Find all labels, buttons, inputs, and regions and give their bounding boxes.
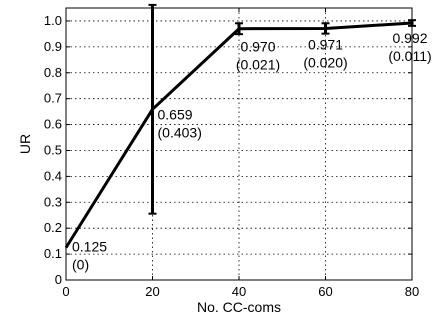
y-tick-label: 0.9 — [44, 39, 62, 54]
y-tick-label: 0.6 — [44, 117, 62, 132]
y-tick-label: 0.7 — [44, 91, 62, 106]
data-label-value: 0.971 — [308, 36, 343, 52]
series-line — [64, 21, 413, 249]
y-tick-label: 0.5 — [44, 142, 62, 157]
data-labels: 0.125 (0) 0.659 (0.403) 0.970 (0.021) 0.971 (0.… — [72, 30, 432, 273]
x-tick-label: 0 — [62, 284, 69, 299]
x-axis-label: No. CC-coms — [197, 299, 281, 315]
data-label-value: 0.125 — [72, 239, 107, 255]
x-ticks: 0 20 40 60 80 — [62, 8, 419, 299]
data-label-error: (0.011) — [388, 48, 431, 64]
data-label-error: (0.020) — [303, 54, 347, 70]
x-tick-label: 80 — [405, 284, 419, 299]
data-label-error: (0) — [72, 257, 89, 273]
data-label-value: 0.659 — [158, 106, 193, 122]
grid-lines — [66, 8, 412, 280]
data-label-error: (0.403) — [158, 124, 202, 140]
y-tick-label: 0.3 — [44, 194, 62, 209]
y-tick-label: 0 — [55, 272, 62, 287]
x-tick-label: 60 — [318, 284, 332, 299]
y-tick-label: 0.2 — [44, 220, 62, 235]
x-tick-label: 40 — [232, 284, 246, 299]
data-label-value: 0.970 — [240, 39, 275, 55]
y-tick-label: 0.4 — [44, 168, 62, 183]
data-label-error: (0.021) — [236, 57, 280, 73]
y-tick-label: 1.0 — [44, 13, 62, 28]
y-ticks: 0 0.1 0.2 0.3 0.4 0.5 0.6 0.7 0.8 0.9 1.0 — [44, 13, 412, 287]
y-axis-label: UR — [17, 134, 33, 154]
x-tick-label: 20 — [145, 284, 159, 299]
y-tick-label: 0.8 — [44, 65, 62, 80]
data-label-value: 0.992 — [392, 30, 427, 46]
y-tick-label: 0.1 — [44, 246, 62, 261]
